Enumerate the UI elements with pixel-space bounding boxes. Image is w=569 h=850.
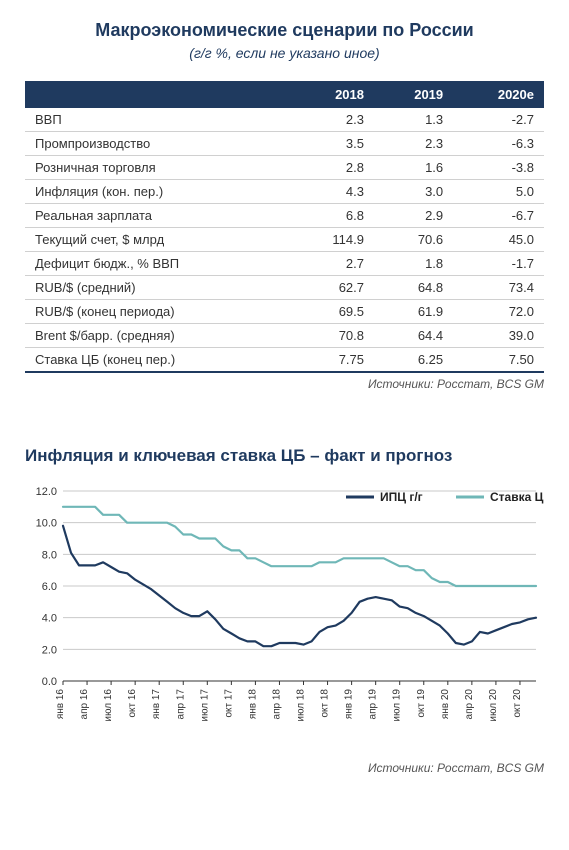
table-row: Ставка ЦБ (конец пер.)7.756.257.50 [25, 348, 544, 373]
row-value: 62.7 [291, 276, 374, 300]
row-value: 2.3 [291, 108, 374, 132]
row-value: 7.50 [453, 348, 544, 373]
row-value: -1.7 [453, 252, 544, 276]
table-row: Реальная зарплата6.82.9-6.7 [25, 204, 544, 228]
row-value: 2.9 [374, 204, 453, 228]
row-value: 69.5 [291, 300, 374, 324]
svg-text:8.0: 8.0 [42, 549, 57, 561]
chart-title: Инфляция и ключевая ставка ЦБ – факт и п… [25, 446, 544, 466]
row-label: Реальная зарплата [25, 204, 291, 228]
row-value: 3.5 [291, 132, 374, 156]
svg-text:июл 20: июл 20 [488, 689, 499, 722]
svg-text:окт 19: окт 19 [416, 689, 427, 718]
row-value: 1.3 [374, 108, 453, 132]
macro-table: 201820192020e ВВП2.31.3-2.7Промпроизводс… [25, 81, 544, 373]
svg-text:4.0: 4.0 [42, 613, 57, 625]
svg-text:янв 19: янв 19 [344, 689, 355, 720]
chart-source: Источники: Росстат, BCS GM [25, 761, 544, 775]
row-label: Brent $/барр. (средняя) [25, 324, 291, 348]
svg-text:апр 17: апр 17 [175, 689, 186, 720]
table-row: Дефицит бюдж., % ВВП2.71.8-1.7 [25, 252, 544, 276]
row-label: Промпроизводство [25, 132, 291, 156]
col-header: 2019 [374, 81, 453, 108]
svg-text:июл 17: июл 17 [199, 689, 210, 722]
row-value: -2.7 [453, 108, 544, 132]
svg-text:окт 16: окт 16 [127, 689, 138, 718]
row-value: 7.75 [291, 348, 374, 373]
svg-text:янв 20: янв 20 [440, 689, 451, 720]
row-label: RUB/$ (средний) [25, 276, 291, 300]
row-value: -6.7 [453, 204, 544, 228]
table-source: Источники: Росстат, BCS GM [25, 377, 544, 391]
row-value: 70.6 [374, 228, 453, 252]
svg-text:Ставка ЦБ: Ставка ЦБ [490, 490, 544, 504]
table-row: Розничная торговля2.81.6-3.8 [25, 156, 544, 180]
row-value: 39.0 [453, 324, 544, 348]
svg-text:ИПЦ г/г: ИПЦ г/г [380, 490, 423, 504]
row-value: -3.8 [453, 156, 544, 180]
row-value: 45.0 [453, 228, 544, 252]
row-value: 3.0 [374, 180, 453, 204]
svg-text:6.0: 6.0 [42, 581, 57, 593]
row-label: Текущий счет, $ млрд [25, 228, 291, 252]
row-value: 1.6 [374, 156, 453, 180]
table-row: Инфляция (кон. пер.)4.33.05.0 [25, 180, 544, 204]
svg-text:июл 19: июл 19 [392, 689, 403, 722]
table-row: RUB/$ (средний)62.764.873.4 [25, 276, 544, 300]
table-row: Brent $/барр. (средняя)70.864.439.0 [25, 324, 544, 348]
table-row: ВВП2.31.3-2.7 [25, 108, 544, 132]
row-value: -6.3 [453, 132, 544, 156]
row-value: 6.8 [291, 204, 374, 228]
row-value: 2.7 [291, 252, 374, 276]
svg-text:окт 17: окт 17 [223, 689, 234, 718]
row-value: 1.8 [374, 252, 453, 276]
row-value: 70.8 [291, 324, 374, 348]
svg-text:окт 18: окт 18 [320, 689, 331, 718]
table-subtitle: (г/г %, если не указано иное) [25, 45, 544, 61]
row-value: 6.25 [374, 348, 453, 373]
row-label: Розничная торговля [25, 156, 291, 180]
svg-text:2.0: 2.0 [42, 644, 57, 656]
row-value: 2.3 [374, 132, 453, 156]
row-label: Ставка ЦБ (конец пер.) [25, 348, 291, 373]
svg-text:апр 18: апр 18 [271, 689, 282, 720]
svg-text:янв 18: янв 18 [247, 689, 258, 720]
svg-text:янв 17: янв 17 [151, 689, 162, 720]
row-value: 64.8 [374, 276, 453, 300]
svg-text:июл 18: июл 18 [296, 689, 307, 722]
svg-text:июл 16: июл 16 [103, 689, 114, 722]
svg-text:апр 19: апр 19 [368, 689, 379, 720]
row-value: 114.9 [291, 228, 374, 252]
col-header [25, 81, 291, 108]
row-label: RUB/$ (конец периода) [25, 300, 291, 324]
row-value: 72.0 [453, 300, 544, 324]
svg-text:10.0: 10.0 [36, 518, 57, 530]
col-header: 2018 [291, 81, 374, 108]
table-block: Макроэкономические сценарии по России (г… [25, 20, 544, 391]
row-value: 64.4 [374, 324, 453, 348]
table-title: Макроэкономические сценарии по России [25, 20, 544, 41]
svg-text:12.0: 12.0 [36, 486, 57, 498]
table-row: RUB/$ (конец периода)69.561.972.0 [25, 300, 544, 324]
row-value: 5.0 [453, 180, 544, 204]
row-label: ВВП [25, 108, 291, 132]
row-value: 73.4 [453, 276, 544, 300]
col-header: 2020e [453, 81, 544, 108]
row-value: 2.8 [291, 156, 374, 180]
row-value: 61.9 [374, 300, 453, 324]
svg-text:апр 20: апр 20 [464, 689, 475, 720]
svg-text:апр 16: апр 16 [79, 689, 90, 720]
svg-text:окт 20: окт 20 [512, 689, 523, 718]
chart-block: Инфляция и ключевая ставка ЦБ – факт и п… [25, 446, 544, 775]
row-label: Инфляция (кон. пер.) [25, 180, 291, 204]
table-row: Текущий счет, $ млрд114.970.645.0 [25, 228, 544, 252]
row-label: Дефицит бюдж., % ВВП [25, 252, 291, 276]
table-row: Промпроизводство3.52.3-6.3 [25, 132, 544, 156]
svg-text:янв 16: янв 16 [55, 689, 66, 720]
svg-text:0.0: 0.0 [42, 676, 57, 688]
line-chart: 0.0 2.0 4.0 6.0 8.0 10.0 12.0 янв 16 апр 16 июл 1… [25, 481, 544, 741]
row-value: 4.3 [291, 180, 374, 204]
